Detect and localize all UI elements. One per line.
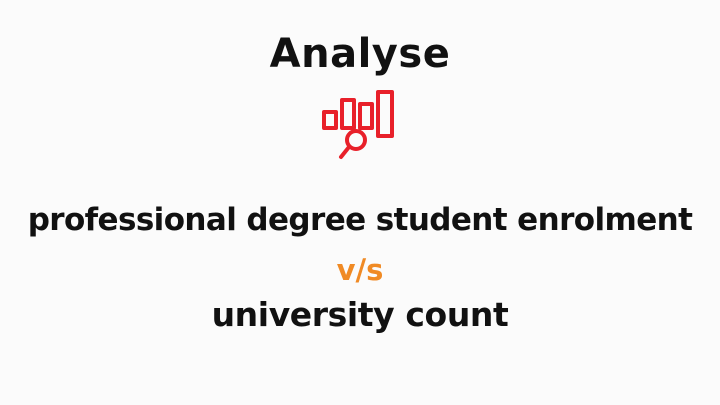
versus-label: v/s <box>336 253 384 287</box>
comparison-left-label: professional degree student enrolment <box>27 202 693 238</box>
page-title: Analyse <box>269 31 451 77</box>
analytics-icon-container <box>318 86 402 170</box>
comparison-right-label: university count <box>211 295 509 334</box>
bar-chart-magnifier-icon <box>322 90 394 159</box>
